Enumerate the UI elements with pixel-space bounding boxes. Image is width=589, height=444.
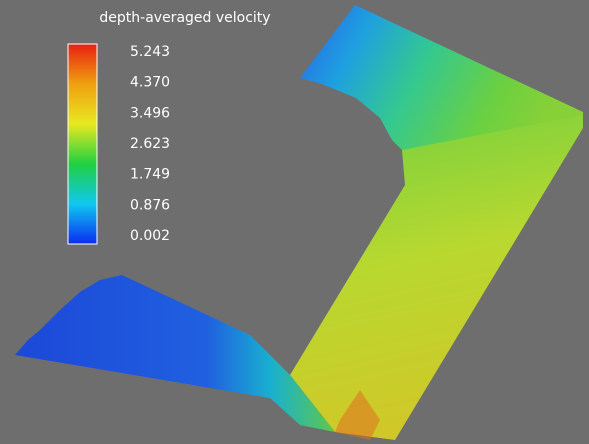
colorbar-title: depth-averaged velocity [99, 10, 270, 26]
screenshot: depth-averaged velocity 5.243 4.370 3.496 2… [0, 0, 589, 444]
colorbar-bar [68, 44, 97, 244]
colorbar-tick-label: 0.002 [130, 228, 170, 244]
colorbar-tick-label: 2.623 [130, 136, 170, 152]
colorbar-tick-label: 1.749 [130, 167, 170, 183]
colorbar-tick-label: 5.243 [130, 44, 170, 60]
colorbar-tick-label: 3.496 [130, 105, 170, 121]
colorbar-tick-label: 0.876 [130, 197, 170, 213]
colorbar-tick-label: 4.370 [130, 75, 170, 91]
